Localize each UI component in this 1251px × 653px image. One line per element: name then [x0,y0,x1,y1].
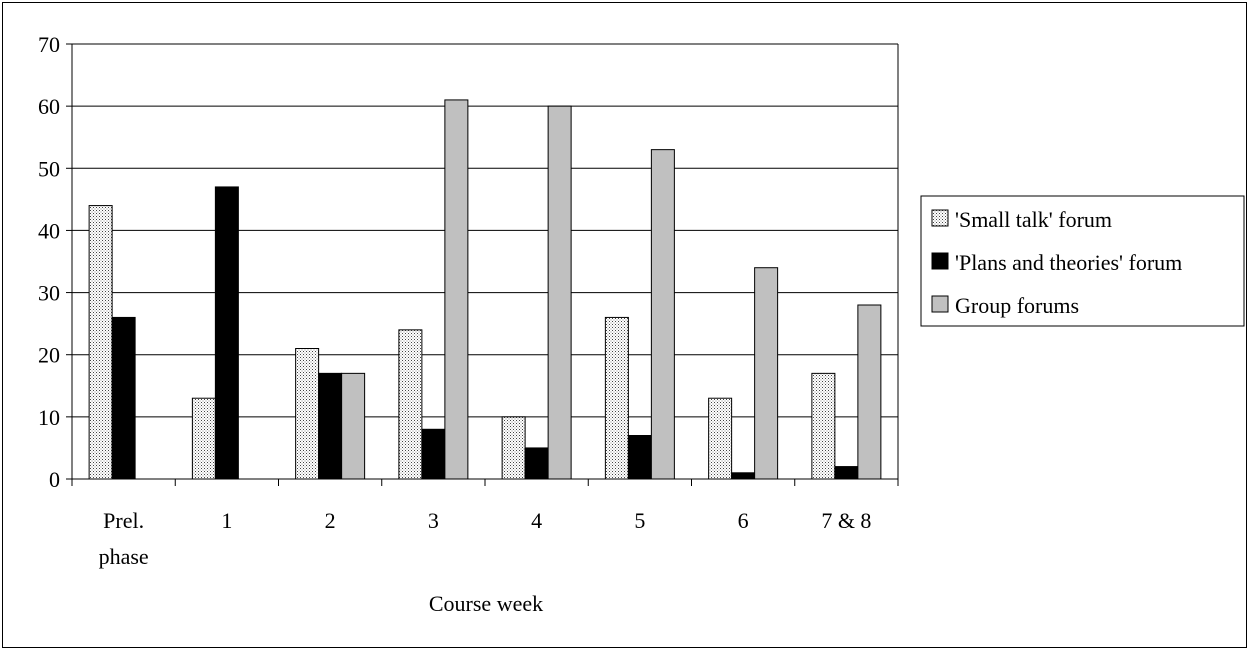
bar [421,428,446,480]
x-tick-label: 7 & 8 [821,508,871,533]
legend-label: 'Plans and theories' forum [955,250,1182,275]
axis-labels: 0 10 20 30 40 50 60 70 Prel. phase 1 2 3 4 5 6 7 & 8 Cour… [38,32,871,616]
x-tick-label: 3 [428,508,439,533]
bar [191,397,216,480]
y-tick-label: 50 [38,156,60,181]
bar [547,105,572,480]
y-tick-label: 20 [38,343,60,368]
legend-swatch [931,252,949,270]
bar [88,205,113,480]
y-tick-label: 70 [38,32,60,57]
legend-swatch [931,295,949,313]
x-tick-label: phase [99,544,149,569]
bar [731,472,756,480]
bar [318,372,343,480]
bar [214,186,239,480]
x-tick-label: 2 [325,508,336,533]
bar [811,372,836,480]
legend-box [920,195,1245,327]
bar [754,267,779,480]
bar [650,149,675,480]
legend-label: 'Small talk' forum [955,207,1112,232]
bars [88,99,882,480]
x-tick-label: 1 [221,508,232,533]
bar [295,348,320,480]
y-tick-label: 60 [38,94,60,119]
legend-label: Group forums [955,293,1079,318]
bar [111,316,136,480]
legend-swatch [931,209,949,227]
bar [501,416,526,480]
legend: 'Small talk' forum 'Plans and theories' f… [920,195,1245,327]
y-tick-label: 0 [49,467,60,492]
bar [524,447,549,480]
bar [444,99,469,480]
x-tick-label: 6 [738,508,749,533]
bar [857,304,882,480]
y-tick-label: 10 [38,405,60,430]
bar [708,397,733,480]
axes [66,43,899,486]
bar [834,466,859,480]
bar [627,435,652,480]
x-axis-title: Course week [429,591,543,616]
x-tick-label: 4 [531,508,542,533]
x-tick-label: 5 [634,508,645,533]
x-tick-label: Prel. [103,508,144,533]
y-tick-label: 40 [38,218,60,243]
bar [398,329,423,480]
bar [604,316,629,480]
bar [341,372,366,480]
y-tick-label: 30 [38,281,60,306]
